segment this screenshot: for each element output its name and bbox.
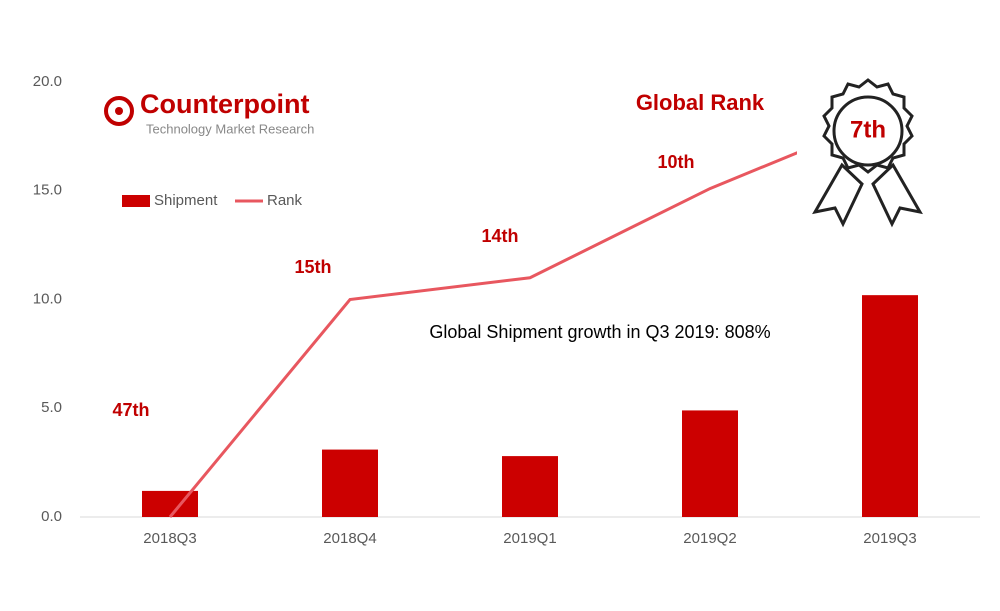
y-tick-label: 0.0 — [41, 508, 62, 525]
logo-icon — [104, 96, 134, 126]
legend-label: Rank — [267, 192, 303, 209]
x-tick-label: 2019Q1 — [503, 530, 556, 547]
line — [168, 113, 891, 518]
rank-label: 15th — [294, 257, 331, 277]
x-tick-label: 2019Q3 — [863, 530, 916, 547]
y-tick-label: 10.0 — [33, 290, 62, 307]
logo: Counterpoint Technology Market Research — [104, 89, 314, 136]
badge-title: Global Rank — [636, 90, 765, 115]
bar — [502, 456, 558, 517]
y-tick-label: 15.0 — [33, 182, 62, 199]
plot: 0.0 5.0 10.0 15.0 20.0 2018Q3 2018Q4 2019Q1 2019… — [33, 73, 980, 547]
badge: 7th — [797, 78, 940, 228]
bar — [322, 449, 378, 517]
x-tick-label: 2019Q2 — [683, 530, 736, 547]
note: Global Shipment growth in Q3 2019: 808% — [429, 322, 770, 342]
logo-tagline: Technology Market Research — [146, 121, 314, 136]
x-tick-label: 2018Q3 — [143, 530, 196, 547]
badge-ribbon — [812, 162, 923, 228]
rank-label: 47th — [112, 400, 149, 420]
bar — [862, 295, 918, 517]
y-tick-label: 20.0 — [33, 73, 62, 90]
rank-label: 14th — [481, 226, 518, 246]
logo-name: Counterpoint — [140, 89, 309, 119]
rank-label: 7th — [850, 116, 886, 143]
x-tick-label: 2018Q4 — [323, 530, 376, 547]
legend-label: Shipment — [154, 192, 218, 209]
logo-icon-dot — [115, 107, 123, 115]
badge-circle — [832, 95, 904, 167]
rank-label: 10th — [657, 152, 694, 172]
y-tick-label: 5.0 — [41, 399, 62, 416]
badge-rosette — [822, 78, 914, 174]
legend-swatch — [122, 195, 150, 207]
bar — [682, 410, 738, 517]
